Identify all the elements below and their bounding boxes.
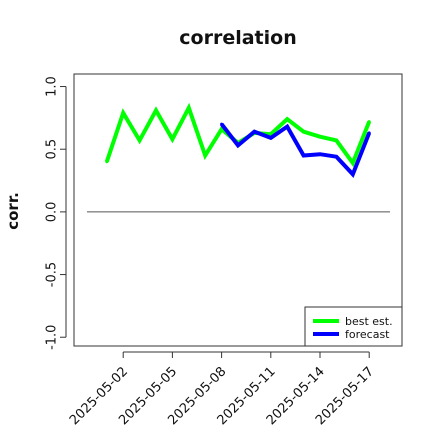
data-point — [170, 137, 174, 141]
data-point — [220, 122, 224, 126]
data-point — [334, 138, 338, 142]
data-point — [220, 127, 224, 131]
legend-box — [304, 306, 403, 347]
data-point — [154, 108, 158, 112]
chart-title: correlation — [179, 27, 296, 49]
data-point — [105, 160, 109, 164]
legend: best est. forecast — [304, 306, 403, 347]
data-point — [285, 125, 289, 129]
data-point — [285, 117, 289, 121]
data-point — [269, 132, 273, 136]
data-point — [138, 138, 142, 142]
plot-frame — [73, 73, 403, 347]
series-layer — [104, 102, 372, 178]
y-tick-label: 0.5 — [45, 139, 60, 160]
data-point — [252, 130, 256, 134]
y-tick-label: -1.0 — [45, 325, 60, 350]
data-point — [236, 143, 240, 147]
data-point — [334, 155, 338, 159]
y-axis: -1.0 -0.5 0.0 0.5 1.0 — [45, 76, 67, 350]
data-point — [302, 130, 306, 134]
data-point — [318, 152, 322, 156]
series-line-forecast — [220, 122, 372, 178]
x-axis: 2025-05-022025-05-052025-05-082025-05-11… — [67, 351, 377, 428]
y-tick-label: 0.0 — [45, 202, 60, 223]
data-point — [203, 153, 207, 157]
data-point — [302, 153, 306, 157]
data-point — [351, 161, 355, 165]
data-point — [367, 131, 371, 135]
y-tick-label: 1.0 — [45, 76, 60, 97]
legend-label-forecast: forecast — [345, 328, 390, 341]
legend-label-best-est: best est. — [345, 315, 393, 328]
y-axis-label: corr. — [4, 192, 22, 230]
data-point — [367, 120, 371, 124]
data-point — [351, 172, 355, 176]
y-tick-label: -0.5 — [45, 262, 60, 287]
data-point — [187, 106, 191, 110]
data-point — [269, 136, 273, 140]
data-point — [121, 111, 125, 115]
data-point — [318, 135, 322, 139]
